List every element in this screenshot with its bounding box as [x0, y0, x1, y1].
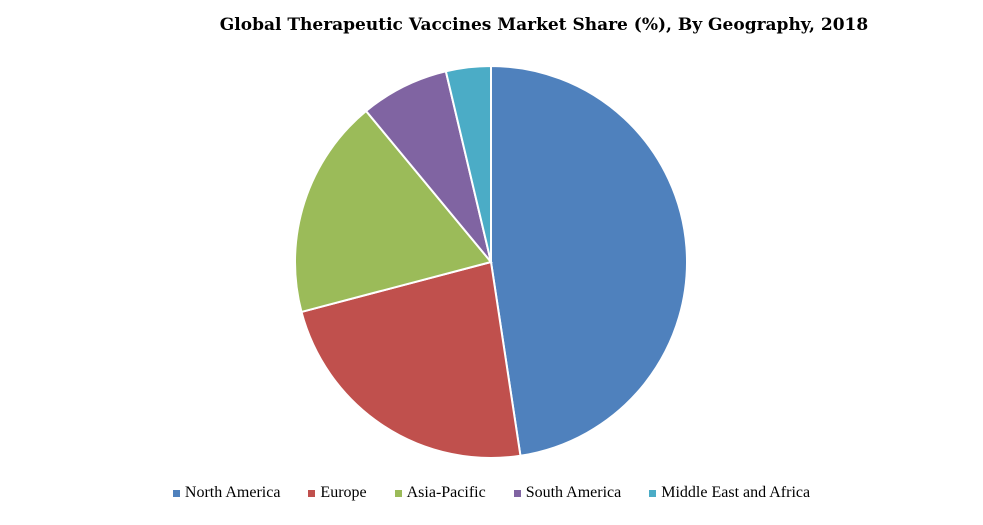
legend-swatch [394, 489, 402, 497]
legend-swatch [308, 489, 316, 497]
legend-item: Asia-Pacific [394, 484, 486, 502]
legend-label: Middle East and Africa [661, 484, 811, 501]
legend: North America Europe Asia-Pacific South Ame… [0, 484, 983, 502]
pie-slice [300, 260, 522, 459]
legend-label: South America [525, 484, 622, 501]
legend-label: Europe [320, 484, 367, 501]
legend-swatch [172, 489, 180, 497]
legend-swatch [649, 489, 657, 497]
legend-item: Europe [308, 484, 367, 502]
pie-slice [294, 109, 493, 314]
legend-label: Asia-Pacific [406, 484, 486, 501]
legend-item: South America [513, 484, 622, 502]
pie-slice [490, 64, 688, 457]
legend-item: North America [172, 484, 281, 502]
pie-slice [444, 64, 492, 263]
legend-swatch [513, 489, 521, 497]
chart: Global Therapeutic Vaccines Market Share… [220, 15, 868, 459]
legend-item: Middle East and Africa [649, 484, 810, 502]
chart-title: Global Therapeutic Vaccines Market Share… [220, 15, 868, 35]
legend-label: North America [184, 484, 281, 501]
